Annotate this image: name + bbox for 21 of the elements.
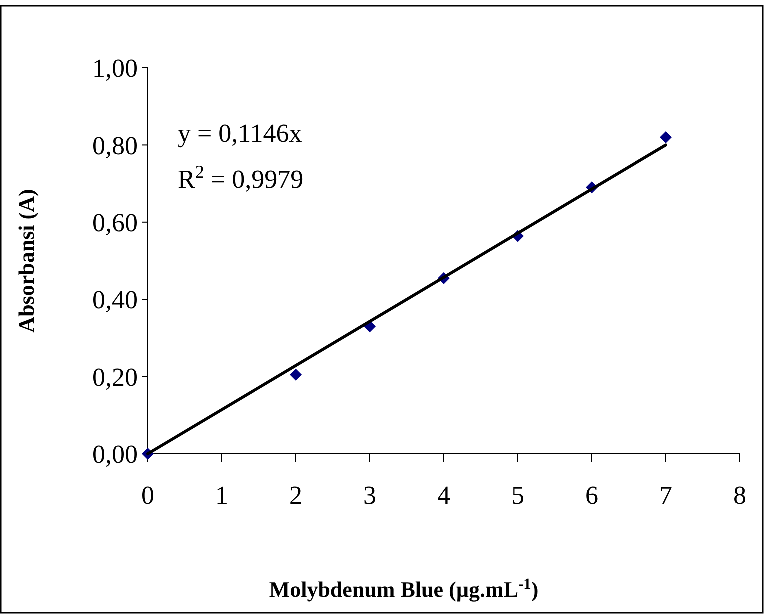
x-tick-label: 6 <box>586 481 598 510</box>
x-tick-label: 2 <box>290 481 302 510</box>
point <box>290 368 302 381</box>
x-tick-label: 1 <box>216 481 228 510</box>
y-tick-label: 0,80 <box>92 131 138 160</box>
x-tick-label: 0 <box>142 481 154 510</box>
point <box>660 131 672 144</box>
y-tick-label: 1,00 <box>92 54 138 84</box>
y-tick-label: 0,40 <box>92 286 138 315</box>
x-tick-label: 5 <box>512 481 524 510</box>
y-tick-label: 0,00 <box>92 440 138 470</box>
y-tick-label: 0,60 <box>92 208 138 238</box>
x-tick-label: 3 <box>364 481 376 510</box>
y-tick-label: 0,20 <box>92 362 138 392</box>
x-axis-title: Molybdenum Blue (µg.mL$^{-1}$) <box>269 576 539 602</box>
x-tick-label: 4 <box>438 481 450 510</box>
annotation: R$^{2}$ = 0,9979 <box>178 162 304 194</box>
x-tick-label: 8 <box>734 481 746 510</box>
annotation: y = 0,1146x <box>178 119 302 148</box>
y-axis-title: Absorbansi (A) <box>14 189 39 333</box>
x-tick-label: 7 <box>660 481 672 510</box>
